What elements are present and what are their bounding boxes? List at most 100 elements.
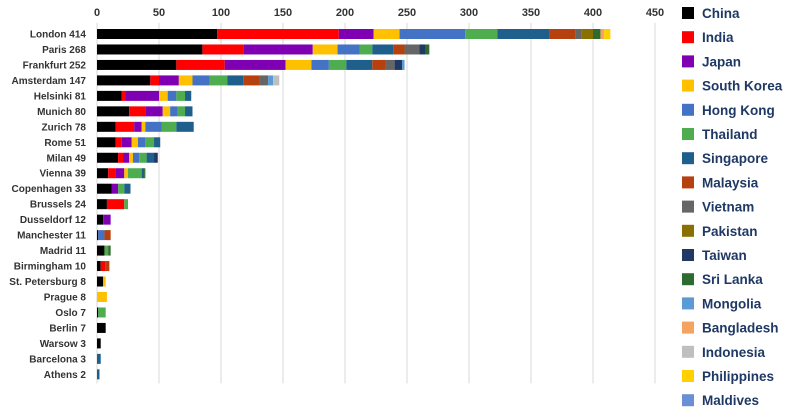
legend-label: India — [702, 30, 734, 45]
bar-segment — [227, 75, 244, 86]
bar-segment — [154, 137, 161, 148]
bar-segment — [139, 152, 147, 163]
category-label: Milan 49 — [47, 153, 87, 164]
bar-segment — [97, 152, 119, 163]
legend-swatch — [682, 55, 694, 68]
bar-segment — [115, 168, 125, 179]
bar-segment — [108, 168, 116, 179]
bar-segment — [162, 106, 171, 117]
x-tick-label: 250 — [398, 7, 416, 19]
legend-label: Singapore — [702, 151, 769, 166]
legend-label: Indonesia — [702, 345, 766, 360]
legend-swatch — [682, 273, 694, 286]
bar-segment — [97, 90, 122, 101]
bar-segment — [97, 183, 112, 194]
category-label: Oslo 7 — [55, 308, 86, 319]
bar-segment — [217, 29, 339, 39]
category-label: Prague 8 — [44, 292, 87, 303]
bar-segment — [192, 75, 210, 86]
bar-segment — [97, 291, 107, 302]
legend-swatch — [682, 249, 694, 261]
bar-segment — [121, 137, 132, 148]
bar-segment — [97, 106, 130, 117]
legend-swatch — [682, 321, 694, 334]
category-label: Athens 2 — [44, 370, 87, 381]
bar-segment — [129, 106, 146, 117]
bar-segment — [97, 29, 218, 39]
bar-segment — [124, 168, 128, 179]
bar-segment — [178, 75, 193, 86]
bar-segment — [97, 59, 177, 70]
bar-segment — [549, 29, 576, 39]
category-label: Amsterdam 147 — [12, 76, 87, 87]
legend-swatch — [682, 370, 694, 382]
bar-segment — [97, 44, 203, 55]
bar-segment — [97, 353, 101, 364]
legend-label: Mongolia — [702, 296, 762, 311]
bar-segment — [600, 29, 605, 39]
legend-swatch — [682, 176, 694, 189]
category-label: Warsow 3 — [40, 339, 87, 350]
bar-segment — [115, 121, 135, 132]
bar-segment — [404, 44, 420, 55]
bar-segment — [167, 90, 177, 101]
category-label: Munich 80 — [37, 107, 86, 118]
bar-segment — [104, 245, 109, 256]
bar-segment — [399, 29, 466, 39]
bar-segment — [104, 230, 111, 241]
bar-segment — [273, 75, 280, 86]
bar-segment — [145, 121, 162, 132]
bar-segment — [497, 29, 550, 39]
bar-segment — [134, 121, 142, 132]
bar-segment — [97, 307, 99, 318]
bar-segment — [159, 75, 179, 86]
bar-segment — [97, 75, 151, 86]
bar-segment — [132, 152, 140, 163]
x-tick-label: 200 — [336, 7, 354, 19]
bar-segment — [97, 261, 101, 272]
bar-segment — [259, 75, 269, 86]
bar-segment — [593, 29, 601, 39]
bar-segment — [97, 369, 100, 380]
legend-swatch — [682, 79, 694, 92]
bar-segment — [346, 59, 373, 70]
bar-segment — [338, 29, 374, 39]
bar-segment — [111, 183, 119, 194]
bar-segment — [185, 106, 193, 117]
bar-segment — [224, 59, 286, 70]
legend-swatch — [682, 394, 694, 407]
bar-segment — [425, 44, 430, 55]
category-label: Vienna 39 — [39, 169, 86, 180]
bar-segment — [137, 137, 146, 148]
bar-segment — [118, 183, 125, 194]
x-tick-label: 300 — [460, 7, 478, 19]
bar-segment — [581, 29, 593, 39]
bar-segment — [243, 75, 260, 86]
bar-segment — [125, 90, 159, 101]
bar-segment — [103, 276, 106, 287]
category-labels: London 414 Paris 268 Frankfurt 252 Amsterda… — [9, 30, 86, 381]
x-tick-label: 450 — [646, 7, 664, 19]
bar-segment — [115, 137, 122, 148]
bar-segment — [176, 121, 194, 132]
bar-segment — [131, 137, 138, 148]
legend-label: Hong Kong — [702, 103, 775, 118]
bar-segment — [97, 121, 116, 132]
bar-segment — [159, 90, 168, 101]
category-label: Manchester 11 — [17, 231, 86, 242]
legend-swatch — [682, 103, 694, 116]
category-label: Copenhagen 33 — [12, 184, 87, 195]
bar-segment — [97, 276, 104, 287]
bar-segment — [97, 338, 101, 349]
bar-segment — [311, 59, 329, 70]
bar-segment — [97, 322, 106, 333]
legend-label: Vietnam — [702, 200, 754, 215]
category-label: Birmingham 10 — [14, 262, 87, 273]
legend-label: Bangladesh — [702, 321, 779, 336]
bar-segment — [575, 29, 582, 39]
bar-segment — [402, 59, 405, 70]
bar-segment — [385, 59, 395, 70]
bar-segment — [373, 29, 400, 39]
legend-swatch — [682, 345, 694, 358]
bar-segment — [118, 152, 124, 163]
